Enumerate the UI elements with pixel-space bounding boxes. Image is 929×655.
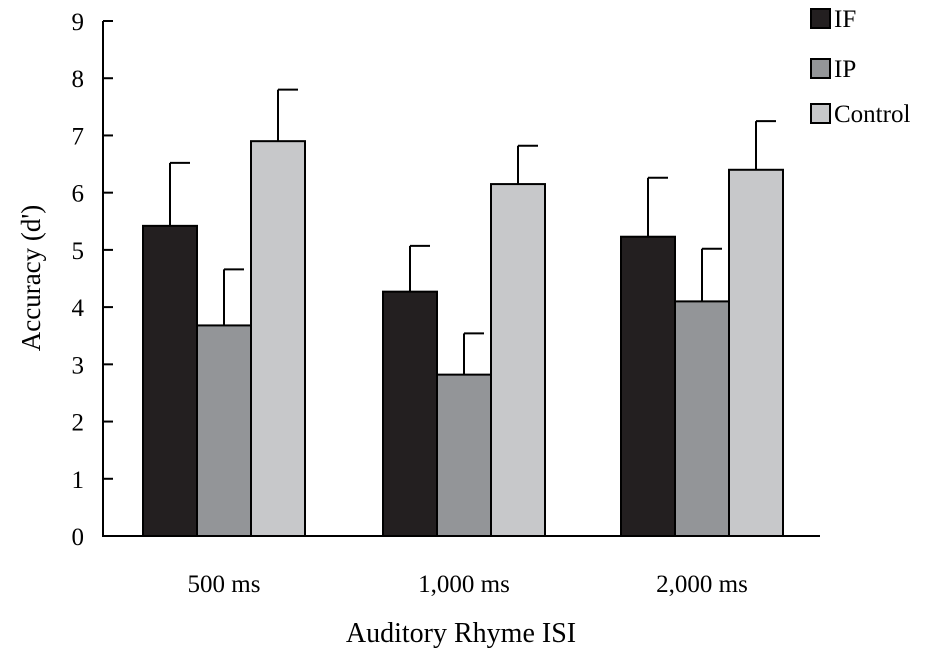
y-tick-label: 0	[72, 524, 85, 551]
legend-swatch-control	[810, 103, 831, 124]
legend-label-if: IF	[834, 6, 856, 33]
x-tick-label: 2,000 ms	[656, 571, 748, 598]
y-tick-label: 5	[72, 238, 85, 265]
bar-control-3	[728, 168, 784, 537]
x-axis-label: Auditory Rhyme ISI	[346, 618, 576, 649]
y-tick-label: 6	[72, 181, 85, 208]
x-tick-label: 500 ms	[188, 571, 261, 598]
y-tick-label: 9	[72, 9, 85, 36]
y-tick-label: 7	[72, 123, 85, 150]
legend-swatch-ip	[810, 58, 831, 79]
y-tick-layer: 0 1 2 3 4 5 6 7 8 9	[72, 9, 113, 551]
bar-control-2	[490, 183, 546, 537]
legend: IF IP Control	[810, 6, 910, 128]
x-tick-label: 1,000 ms	[418, 571, 510, 598]
bar-ip-1	[196, 324, 252, 537]
y-tick-label: 1	[72, 467, 85, 494]
legend-swatch-if	[810, 8, 831, 29]
error-bars-layer	[169, 88, 776, 375]
legend-label-ip: IP	[834, 56, 856, 83]
bar-if-2	[382, 290, 438, 537]
bar-ip-2	[436, 373, 492, 537]
legend-label-control: Control	[834, 101, 910, 128]
axes-layer	[102, 21, 820, 537]
bar-if-1	[142, 224, 198, 537]
y-tick-label: 3	[72, 352, 85, 379]
bar-control-1	[250, 140, 306, 538]
bar-ip-3	[674, 300, 730, 537]
bar-if-3	[620, 235, 676, 537]
y-axis-label: Accuracy (d')	[16, 205, 46, 352]
y-tick-label: 2	[72, 410, 85, 437]
y-tick-label: 4	[72, 295, 85, 322]
y-tick-label: 8	[72, 66, 85, 93]
x-tick-layer: 500 ms 1,000 ms 2,000 ms	[188, 571, 748, 598]
